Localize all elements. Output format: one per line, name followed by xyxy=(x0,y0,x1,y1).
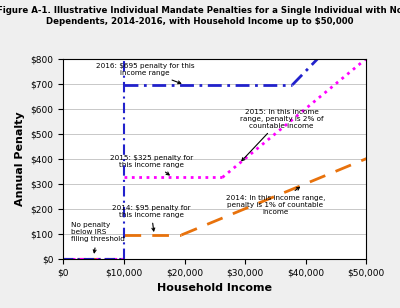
X-axis label: Household Income: Household Income xyxy=(157,283,272,293)
Text: 2015: In this income
range, penalty is 2% of
countable income: 2015: In this income range, penalty is 2… xyxy=(240,109,323,161)
Text: No penalty
below IRS
filing threshold: No penalty below IRS filing threshold xyxy=(70,222,124,253)
Text: 2016: $695 penalty for this
income range: 2016: $695 penalty for this income range xyxy=(96,63,194,84)
Text: 2014: In this income range,
penalty is 1% of countable
income: 2014: In this income range, penalty is 1… xyxy=(226,187,325,215)
Y-axis label: Annual Penalty: Annual Penalty xyxy=(15,111,25,206)
Text: Figure A-1. Illustrative Individual Mandate Penalties for a Single Individual wi: Figure A-1. Illustrative Individual Mand… xyxy=(0,6,400,26)
Text: 2015: $325 penalty for
this income range: 2015: $325 penalty for this income range xyxy=(110,155,193,175)
Text: 2014: $95 penalty for
this income range: 2014: $95 penalty for this income range xyxy=(112,205,190,231)
